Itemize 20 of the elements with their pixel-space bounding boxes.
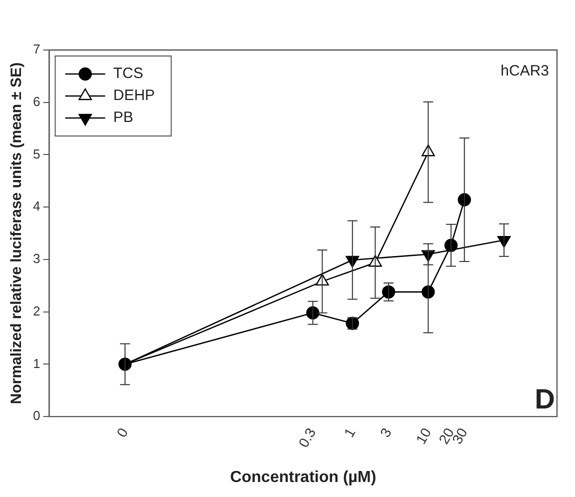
y-tick-label: 6 bbox=[32, 94, 40, 109]
legend-label: PB bbox=[113, 109, 134, 126]
x-tick-label: 10 bbox=[412, 424, 434, 447]
y-tick-label: 5 bbox=[32, 146, 40, 162]
x-tick-label: 1 bbox=[340, 425, 358, 440]
y-tick-label: 4 bbox=[32, 198, 40, 214]
x-axis-title: Concentration (µM) bbox=[230, 468, 376, 486]
y-tick-label: 3 bbox=[32, 251, 40, 266]
y-tick-label: 7 bbox=[32, 42, 40, 57]
legend-label: DEHP bbox=[113, 87, 155, 104]
annotation: D bbox=[534, 383, 555, 414]
x-tick-label: 3 bbox=[376, 425, 395, 440]
y-tick-label: 2 bbox=[32, 303, 40, 318]
y-tick-label: 0 bbox=[32, 408, 40, 424]
legend-label: TCS bbox=[113, 65, 144, 82]
y-axis-title: Normalized relative luciferase units (mean ± SE) bbox=[8, 62, 26, 404]
x-tick-label: 0.3 bbox=[295, 424, 319, 450]
annotation: hCAR3 bbox=[500, 62, 549, 80]
x-tick-label: 0 bbox=[113, 425, 132, 440]
y-tick-label: 1 bbox=[32, 356, 40, 371]
